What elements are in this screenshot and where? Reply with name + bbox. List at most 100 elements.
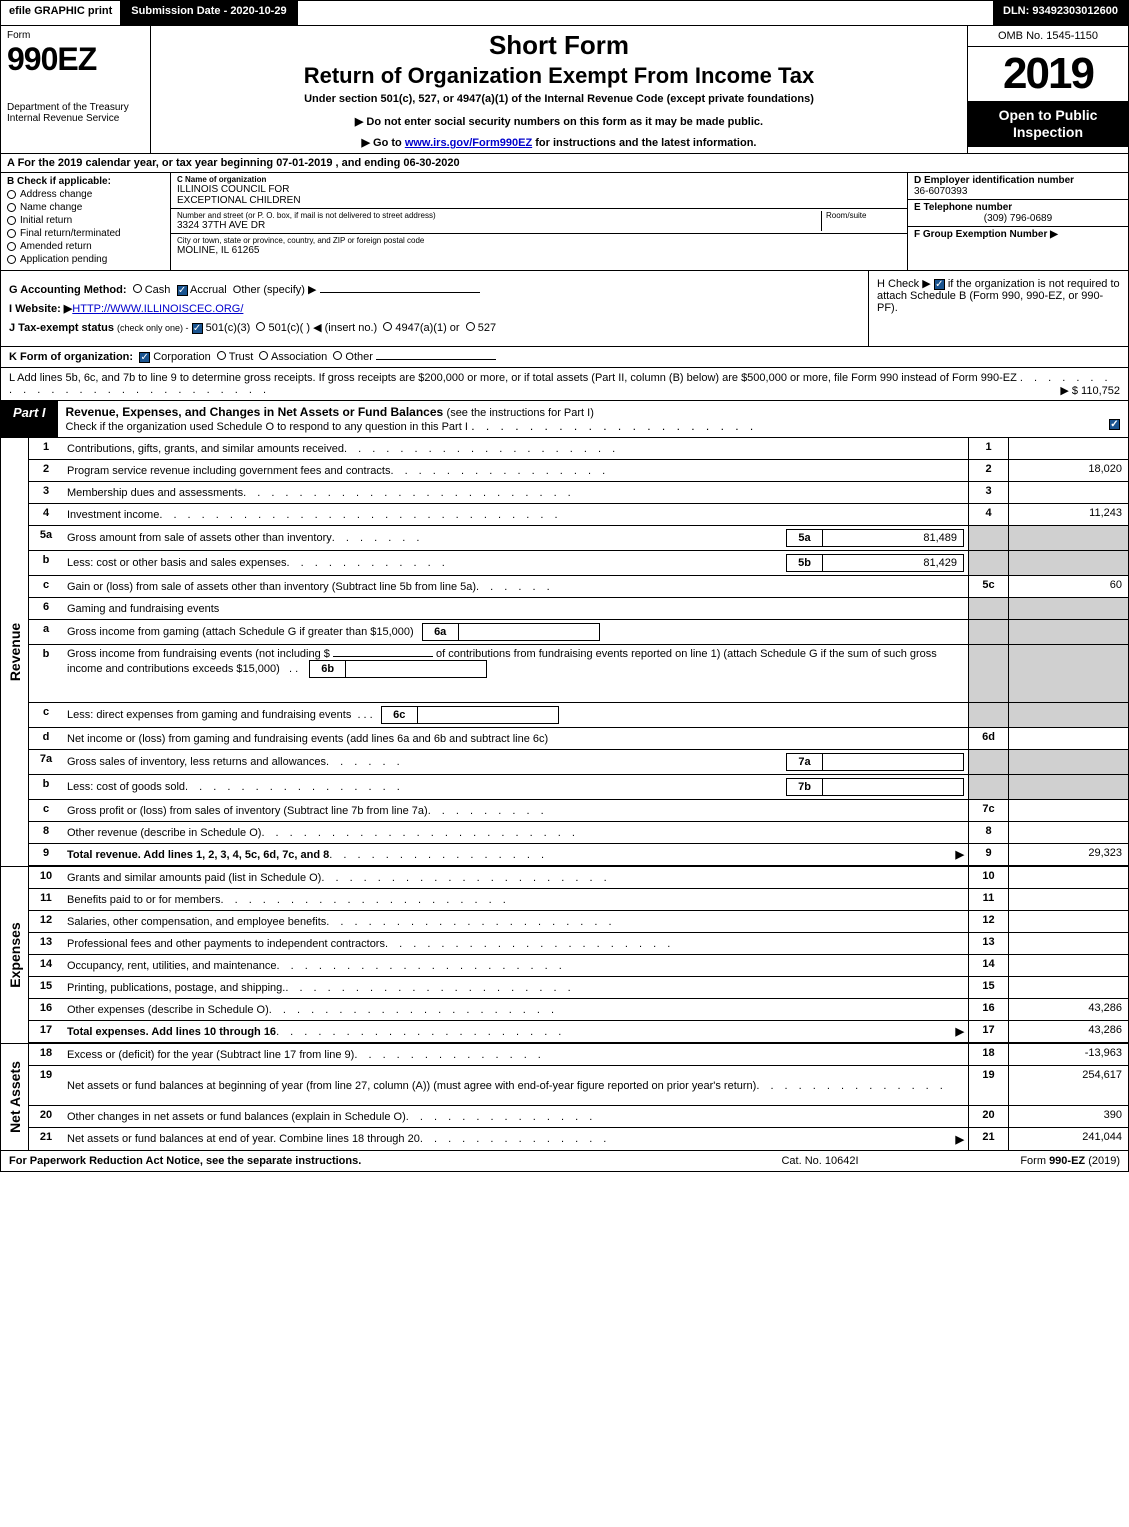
form-header: Form 990EZ Department of the Treasury In… — [0, 26, 1129, 154]
check-initial-return[interactable]: Initial return — [7, 215, 164, 226]
goto-link[interactable]: www.irs.gov/Form990EZ — [405, 137, 532, 149]
j-label: J Tax-exempt status — [9, 322, 114, 334]
row-k: K Form of organization: ✓ Corporation Tr… — [0, 347, 1129, 368]
form-footer: Form 990-EZ (2019) — [920, 1155, 1120, 1167]
row-ghij: G Accounting Method: Cash ✓ Accrual Othe… — [0, 271, 1129, 347]
part1-label: Part I — [1, 401, 58, 437]
row-l: L Add lines 5b, 6c, and 7b to line 9 to … — [0, 368, 1129, 401]
city-label: City or town, state or province, country… — [177, 236, 901, 245]
ghij-left: G Accounting Method: Cash ✓ Accrual Othe… — [1, 271, 868, 346]
line-21: 21Net assets or fund balances at end of … — [29, 1128, 1128, 1150]
ssn-notice: ▶ Do not enter social security numbers o… — [159, 115, 959, 128]
page-footer: For Paperwork Reduction Act Notice, see … — [0, 1151, 1129, 1172]
line-16: 16Other expenses (describe in Schedule O… — [29, 999, 1128, 1021]
line-5c: c Gain or (loss) from sale of assets oth… — [29, 576, 1128, 598]
g-accrual-check[interactable]: ✓ — [177, 285, 188, 296]
line-6: 6 Gaming and fundraising events — [29, 598, 1128, 620]
check-amended-return[interactable]: Amended return — [7, 241, 164, 252]
k-assoc[interactable]: Association — [271, 351, 327, 363]
tax-year: 2019 — [968, 47, 1128, 101]
netassets-section: Net Assets 18Excess or (deficit) for the… — [0, 1043, 1129, 1151]
org-name-1: ILLINOIS COUNCIL FOR — [177, 184, 901, 195]
city-value: MOLINE, IL 61265 — [177, 245, 901, 256]
line-5a: 5a Gross amount from sale of assets othe… — [29, 526, 1128, 551]
line-12: 12Salaries, other compensation, and empl… — [29, 911, 1128, 933]
cat-no: Cat. No. 10642I — [720, 1155, 920, 1167]
netasset-lines: 18Excess or (deficit) for the year (Subt… — [29, 1044, 1128, 1150]
submission-date: Submission Date - 2020-10-29 — [121, 1, 297, 25]
line-10: 10Grants and similar amounts paid (list … — [29, 867, 1128, 889]
g-cash[interactable]: Cash — [145, 284, 171, 296]
room-label: Room/suite — [826, 211, 901, 220]
g-other: Other (specify) ▶ — [233, 284, 317, 296]
revenue-side-label: Revenue — [1, 438, 29, 866]
part1-header: Part I Revenue, Expenses, and Changes in… — [0, 401, 1129, 438]
j-4947[interactable]: 4947(a)(1) or — [395, 322, 459, 334]
col-cd: C Name of organization ILLINOIS COUNCIL … — [171, 173, 1128, 270]
j-501c3: 501(c)(3) — [206, 322, 251, 334]
i-label: I Website: ▶ — [9, 303, 72, 315]
expense-lines: 10Grants and similar amounts paid (list … — [29, 867, 1128, 1043]
k-other[interactable]: Other — [345, 351, 373, 363]
revenue-lines: 1 Contributions, gifts, grants, and simi… — [29, 438, 1128, 866]
goto-post: for instructions and the latest informat… — [532, 137, 756, 149]
org-name-2: EXCEPTIONAL CHILDREN — [177, 195, 901, 206]
website-link[interactable]: HTTP://WWW.ILLINOISCEC.ORG/ — [72, 303, 243, 315]
efile-label[interactable]: efile GRAPHIC print — [1, 1, 121, 25]
h-check[interactable]: ✓ — [934, 279, 945, 290]
street-value: 3324 37TH AVE DR — [177, 220, 821, 231]
row-a-tax-year: A For the 2019 calendar year, or tax yea… — [0, 154, 1129, 173]
check-application-pending[interactable]: Application pending — [7, 254, 164, 265]
part1-schedule-o-check[interactable]: ✓ — [1109, 419, 1120, 430]
line-18: 18Excess or (deficit) for the year (Subt… — [29, 1044, 1128, 1066]
irs-label: Internal Revenue Service — [7, 113, 144, 124]
line-j: J Tax-exempt status (check only one) - ✓… — [9, 321, 860, 334]
j-insert: ◀ (insert no.) — [313, 322, 377, 334]
info-grid: B Check if applicable: Address change Na… — [0, 173, 1129, 271]
check-final-return[interactable]: Final return/terminated — [7, 228, 164, 239]
line-8: 8 Other revenue (describe in Schedule O)… — [29, 822, 1128, 844]
part1-sub: (see the instructions for Part I) — [447, 407, 594, 419]
omb-number: OMB No. 1545-1150 — [968, 26, 1128, 47]
k-trust[interactable]: Trust — [229, 351, 254, 363]
ein-label: D Employer identification number — [914, 175, 1122, 186]
line-7c: c Gross profit or (loss) from sales of i… — [29, 800, 1128, 822]
line-5b: b Less: cost or other basis and sales ex… — [29, 551, 1128, 576]
line-i: I Website: ▶HTTP://WWW.ILLINOISCEC.ORG/ — [9, 302, 860, 315]
line-6d: d Net income or (loss) from gaming and f… — [29, 728, 1128, 750]
part1-title: Revenue, Expenses, and Changes in Net As… — [58, 401, 1128, 437]
top-bar: efile GRAPHIC print Submission Date - 20… — [0, 0, 1129, 26]
netassets-side-label: Net Assets — [1, 1044, 29, 1150]
j-501c3-check[interactable]: ✓ — [192, 323, 203, 334]
header-left: Form 990EZ Department of the Treasury In… — [1, 26, 151, 153]
k-corp: Corporation — [153, 351, 210, 363]
j-501c[interactable]: 501(c)( ) — [268, 322, 310, 334]
expenses-side-label: Expenses — [1, 867, 29, 1043]
line-4: 4 Investment income . . . . . . . . . . … — [29, 504, 1128, 526]
form-number: 990EZ — [7, 41, 144, 78]
check-name-change[interactable]: Name change — [7, 202, 164, 213]
line-13: 13Professional fees and other payments t… — [29, 933, 1128, 955]
short-form-title: Short Form — [159, 30, 959, 61]
g-accrual: Accrual — [190, 284, 227, 296]
tel-value: (309) 796-0689 — [914, 213, 1122, 224]
col-b-title: B Check if applicable: — [7, 176, 164, 187]
open-public-badge: Open to Public Inspection — [968, 101, 1128, 147]
l-amount: ▶ $ 110,752 — [1060, 384, 1120, 397]
return-title: Return of Organization Exempt From Incom… — [159, 63, 959, 89]
k-corp-check[interactable]: ✓ — [139, 352, 150, 363]
check-address-change[interactable]: Address change — [7, 189, 164, 200]
j-small: (check only one) - — [117, 323, 189, 333]
j-527[interactable]: 527 — [478, 322, 496, 334]
l-text: L Add lines 5b, 6c, and 7b to line 9 to … — [9, 372, 1017, 384]
line-3: 3 Membership dues and assessments . . . … — [29, 482, 1128, 504]
form-word: Form — [7, 30, 144, 41]
goto-pre: ▶ Go to — [362, 137, 405, 149]
part1-check-text: Check if the organization used Schedule … — [66, 421, 468, 433]
line-15: 15Printing, publications, postage, and s… — [29, 977, 1128, 999]
col-b-checkboxes: B Check if applicable: Address change Na… — [1, 173, 171, 270]
line-2: 2 Program service revenue including gove… — [29, 460, 1128, 482]
dln-label: DLN: 93492303012600 — [993, 1, 1128, 25]
line-6b: b Gross income from fundraising events (… — [29, 645, 1128, 703]
k-label: K Form of organization: — [9, 351, 133, 363]
